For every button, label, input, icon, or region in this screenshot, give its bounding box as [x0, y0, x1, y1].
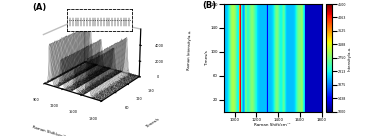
X-axis label: Raman Shift/cm⁻¹: Raman Shift/cm⁻¹ [254, 123, 291, 127]
Y-axis label: Intensity/a.u.: Intensity/a.u. [347, 45, 352, 71]
Text: (A): (A) [32, 3, 46, 12]
Y-axis label: Times/s: Times/s [146, 118, 160, 129]
X-axis label: Raman Shift/cm⁻¹: Raman Shift/cm⁻¹ [32, 125, 66, 136]
Y-axis label: Times/s: Times/s [205, 50, 209, 66]
Text: (B): (B) [202, 1, 217, 10]
